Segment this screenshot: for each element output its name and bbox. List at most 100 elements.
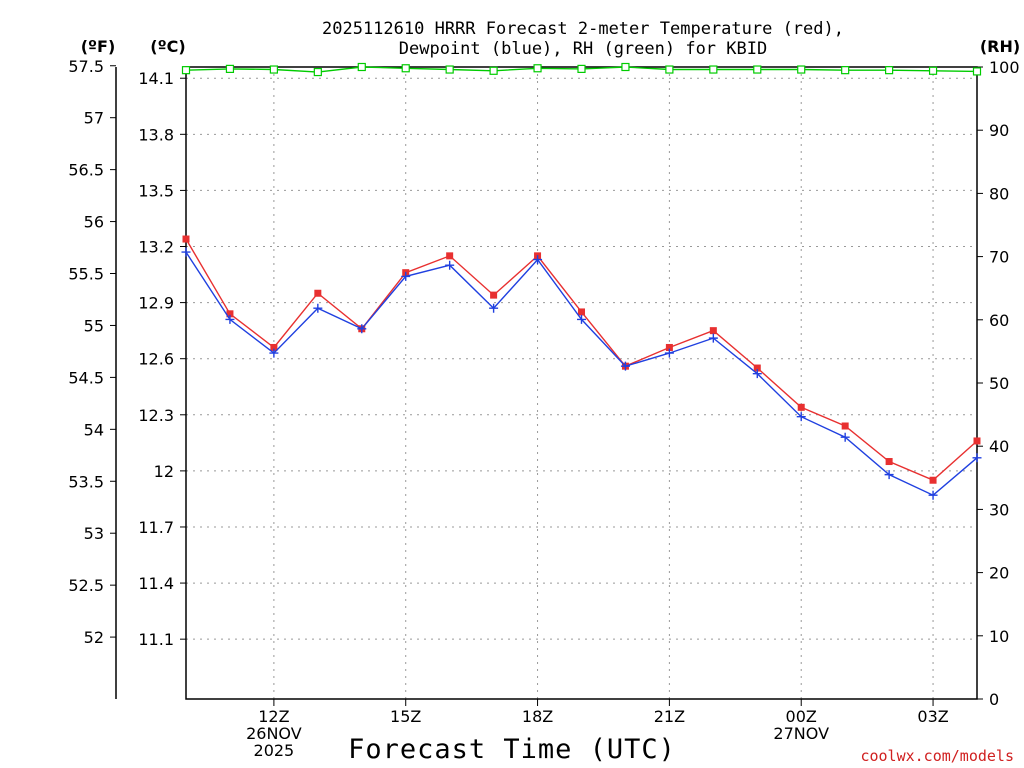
fahrenheit-tick-label-0: 52 (84, 628, 104, 647)
celsius-axis-ticks: 11.1 11.4 11.7 12 12.3 12.6 12.9 13.2 13.5 13.8 14… (138, 69, 186, 649)
rh-point-16 (885, 66, 894, 75)
fahrenheit-tick-label-2: 53 (84, 524, 104, 543)
rh-point-5 (401, 64, 410, 73)
dewpoint-point-9 (577, 314, 586, 324)
dewpoint-point-2 (269, 348, 279, 358)
x-axis-title: Forecast Time (UTC) (348, 734, 676, 765)
time-tick-label-3-0: 21Z (654, 707, 685, 726)
rh-point-18 (972, 67, 982, 76)
time-tick-label-4-0: 00Z (786, 707, 817, 726)
time-tick-label-1-0: 15Z (390, 707, 421, 726)
dewpoint-point-7 (489, 303, 499, 313)
rh-tick-label-9: 90 (989, 121, 1009, 140)
series-layer (181, 62, 982, 500)
time-tick-label-0-2: 2025 (254, 741, 295, 760)
rh-tick-label-4: 40 (989, 437, 1009, 456)
temperature-point-6 (446, 252, 454, 260)
fahrenheit-tick-label-6: 55 (84, 316, 104, 335)
rh-point-6 (445, 65, 454, 74)
dewpoint-point-4 (357, 324, 367, 334)
rh-axis-ticks: 0 10 20 30 40 50 60 70 80 90 100 (977, 58, 1020, 709)
rh-point-8 (533, 64, 542, 73)
time-tick-label-2-0: 18Z (522, 707, 553, 726)
dewpoint-point-10 (620, 361, 630, 371)
temperature-line (185, 238, 978, 482)
time-tick-label-4-1: 27NOV (773, 724, 829, 743)
celsius-tick-label-4: 12.3 (138, 406, 174, 425)
celsius-tick-label-10: 14.1 (138, 69, 174, 88)
temperature-series (182, 235, 981, 484)
dewpoint-point-18 (972, 453, 982, 463)
time-tick-label-0-0: 12Z (258, 707, 289, 726)
rh-point-0 (181, 66, 191, 75)
dewpoint-point-6 (445, 260, 455, 270)
celsius-tick-label-5: 12.6 (138, 350, 174, 369)
celsius-tick-label-6: 12.9 (138, 294, 174, 313)
rh-point-3 (313, 67, 322, 77)
rh-tick-label-2: 20 (989, 564, 1009, 583)
dewpoint-point-5 (401, 271, 411, 281)
temperature-point-0 (182, 235, 190, 243)
celsius-tick-label-7: 13.2 (138, 238, 174, 257)
credit-text: coolwx.com/models (860, 747, 1014, 765)
fahrenheit-unit-label: (ºF) (81, 37, 116, 56)
fahrenheit-tick-label-4: 54 (84, 420, 104, 439)
dewpoint-point-8 (533, 255, 543, 265)
fahrenheit-tick-label-5: 54.5 (68, 368, 104, 387)
temperature-point-12 (709, 327, 717, 335)
celsius-tick-label-3: 12 (154, 462, 174, 481)
rh-tick-label-5: 50 (989, 374, 1009, 393)
fahrenheit-tick-label-11: 57.5 (68, 57, 104, 76)
time-tick-label-5-0: 03Z (917, 707, 948, 726)
fahrenheit-tick-label-1: 52.5 (68, 576, 104, 595)
dewpoint-point-13 (752, 369, 762, 379)
celsius-tick-label-2: 11.7 (138, 518, 174, 537)
rh-point-15 (841, 66, 850, 75)
rh-point-2 (269, 65, 278, 74)
plot-frame (185, 66, 978, 700)
rh-point-14 (797, 65, 806, 74)
celsius-tick-label-9: 13.8 (138, 125, 174, 144)
dewpoint-point-1 (225, 314, 235, 324)
fahrenheit-tick-label-8: 56 (84, 213, 104, 232)
rh-tick-label-6: 60 (989, 311, 1009, 330)
rh-tick-label-10: 100 (989, 58, 1020, 77)
rh-series (181, 62, 982, 77)
rh-point-13 (753, 65, 762, 74)
celsius-tick-label-1: 11.4 (138, 574, 174, 593)
fahrenheit-tick-label-7: 55.5 (68, 265, 104, 284)
dewpoint-point-17 (928, 490, 938, 500)
temperature-point-7 (490, 291, 498, 299)
fahrenheit-tick-label-9: 56.5 (68, 161, 104, 180)
temperature-point-15 (841, 422, 849, 430)
rh-unit-label: (RH) (980, 37, 1020, 56)
temperature-point-2 (270, 343, 278, 351)
temperature-point-18 (973, 437, 981, 445)
grid-lines (186, 67, 977, 699)
dewpoint-point-0 (181, 247, 191, 257)
dewpoint-point-3 (313, 303, 323, 313)
chart-title-line2: Dewpoint (blue), RH (green) for KBID (399, 39, 767, 59)
rh-point-17 (928, 66, 938, 75)
rh-point-4 (357, 62, 366, 72)
temperature-point-14 (797, 403, 805, 411)
fahrenheit-tick-label-10: 57 (84, 109, 104, 128)
rh-tick-label-3: 30 (989, 500, 1009, 519)
temperature-point-9 (578, 308, 585, 316)
rh-tick-label-8: 80 (989, 184, 1009, 203)
rh-point-11 (665, 65, 674, 74)
temperature-point-17 (929, 476, 937, 484)
dewpoint-point-14 (796, 412, 806, 422)
chart-title-line1: 2025112610 HRRR Forecast 2-meter Tempera… (322, 19, 844, 39)
fahrenheit-axis-ticks: 52 52.5 53 53.5 54 54.5 55 55.5 56 56.5 57 57.5 (68, 57, 116, 647)
time-tick-label-0-1: 26NOV (246, 724, 302, 743)
dewpoint-line (185, 251, 978, 497)
rh-point-9 (577, 64, 586, 73)
dewpoint-point-11 (664, 348, 674, 358)
rh-point-7 (489, 66, 498, 75)
temperature-point-1 (226, 310, 234, 318)
rh-tick-label-1: 10 (989, 627, 1009, 646)
rh-tick-label-7: 70 (989, 248, 1009, 267)
temperature-point-11 (665, 343, 673, 351)
